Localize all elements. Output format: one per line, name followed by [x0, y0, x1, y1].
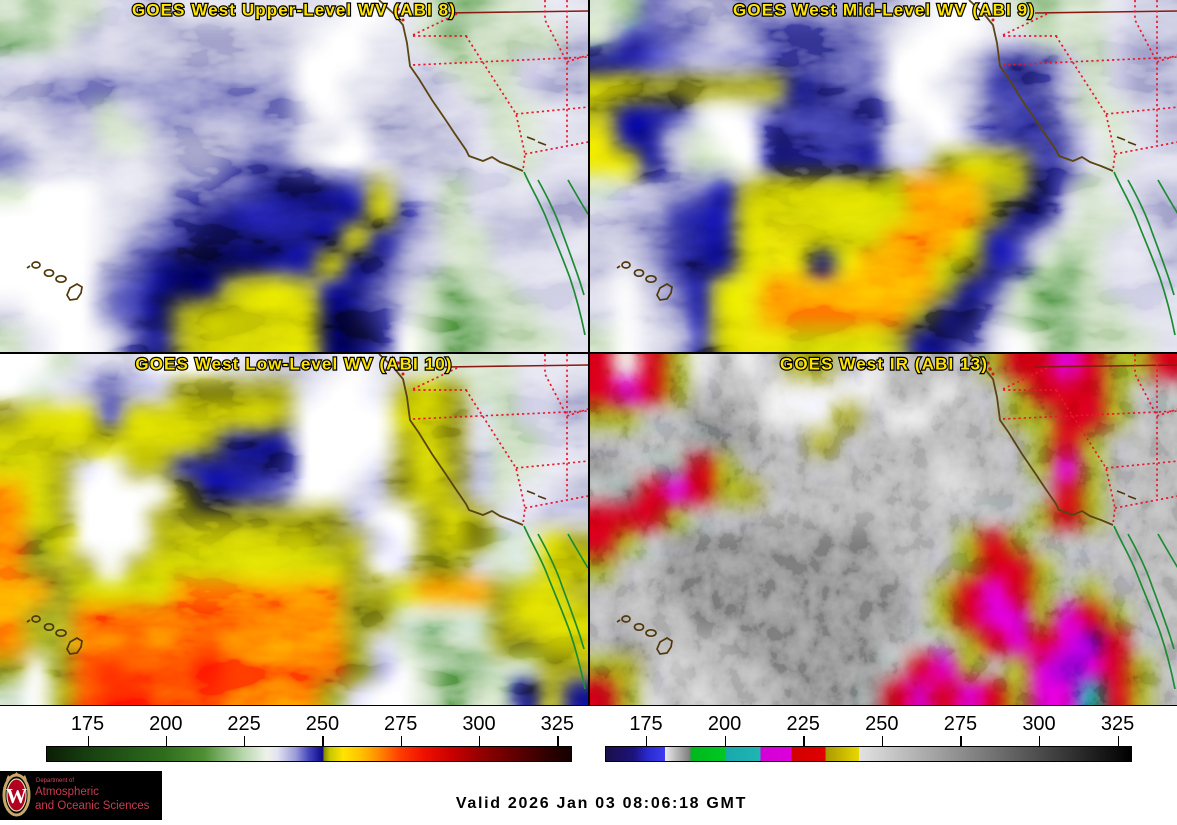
svg-text:Department of: Department of: [36, 778, 74, 784]
svg-text:W: W: [6, 784, 27, 808]
svg-text:Atmospheric: Atmospheric: [35, 786, 99, 798]
svg-text:and Oceanic Sciences: and Oceanic Sciences: [35, 800, 150, 812]
